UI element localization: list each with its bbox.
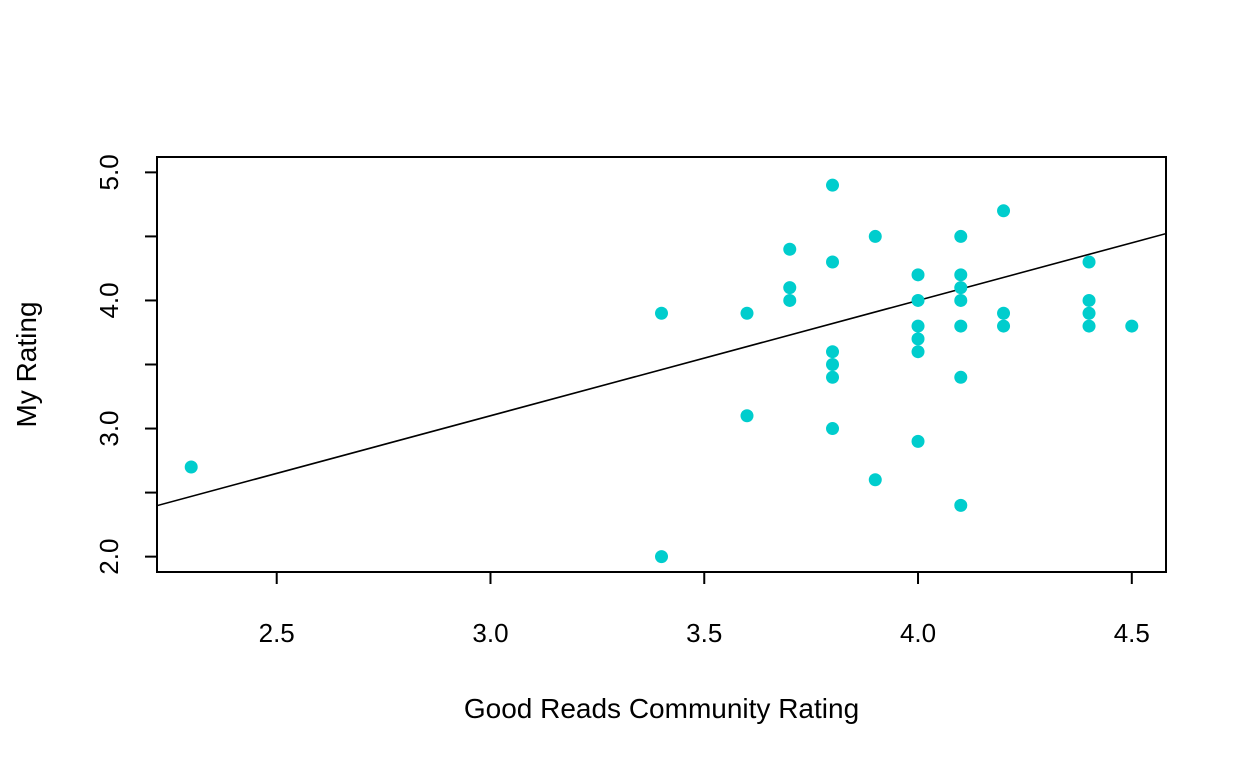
x-tick-label: 3.0 [472,618,508,648]
data-point [954,268,968,282]
data-point [997,306,1011,320]
data-point [954,319,968,333]
y-tick-label: 5.0 [94,154,124,190]
y-tick-label: 3.0 [94,410,124,446]
data-point [655,550,668,564]
data-point [826,178,840,192]
data-point [783,281,797,295]
data-point [1082,293,1096,307]
regression-line-layer [157,232,1166,507]
data-point [783,293,797,307]
data-point [911,293,925,307]
regression-line [157,232,1166,507]
data-point [954,370,968,384]
data-point [1082,306,1096,320]
y-tick-label: 4.0 [94,282,124,318]
data-point [783,242,797,256]
x-tick-label: 3.5 [686,618,722,648]
x-tick-label: 4.5 [1114,618,1150,648]
x-axis-title: Good Reads Community Rating [464,693,859,724]
y-tick-label: 2.0 [94,539,124,575]
data-point [911,332,925,346]
data-point [740,409,754,423]
data-point [1082,319,1096,333]
y-axis: 2.0 3.0 4.0 5.0 [94,154,158,575]
data-point [655,306,668,320]
points-layer [184,178,1139,564]
data-point [954,229,968,243]
data-point [954,498,968,512]
y-axis-title: My Rating [11,301,42,427]
data-point [868,473,882,487]
data-point [826,358,840,371]
x-tick-label: 4.0 [900,618,936,648]
data-point [184,460,198,474]
data-point [997,319,1011,333]
plot-frame [156,156,1167,573]
data-point [954,293,968,307]
data-point [826,370,840,384]
data-point [826,422,840,436]
data-point [911,345,925,359]
data-point [954,281,968,295]
x-tick-label: 2.5 [259,618,295,648]
data-point [868,229,882,243]
data-point [911,268,925,282]
data-point [826,255,840,269]
data-point [1125,319,1139,333]
x-axis: 2.5 3.0 3.5 4.0 4.5 [259,571,1150,648]
data-point [997,204,1011,218]
data-point [826,345,840,359]
data-point [1082,255,1096,269]
data-point [911,434,925,448]
data-point [740,306,754,320]
data-point [911,319,925,333]
